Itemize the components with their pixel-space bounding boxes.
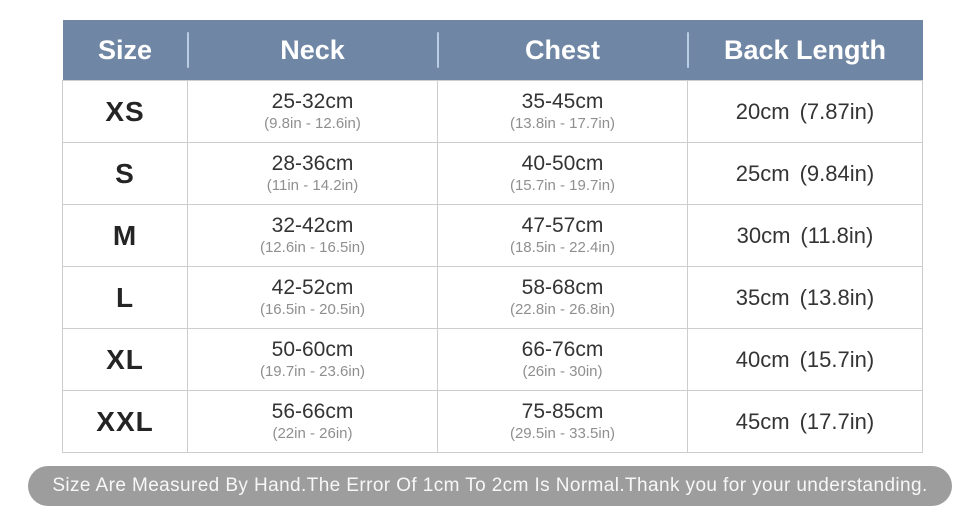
size-cell: XXL (62, 390, 188, 453)
back-in-value: (9.84in) (799, 160, 875, 186)
neck-in-value: (22in - 26in) (272, 425, 353, 443)
neck-cm-value: 28-36cm (271, 151, 354, 175)
table-row: L 42-52cm (16.5in - 20.5in) 58-68cm (22.… (62, 266, 923, 329)
neck-in-value: (11in - 14.2in) (266, 177, 359, 195)
neck-cell: 25-32cm (9.8in - 12.6in) (187, 80, 438, 143)
table-row: XL 50-60cm (19.7in - 23.6in) 66-76cm (26… (62, 328, 923, 391)
chest-cm-value: 47-57cm (521, 213, 604, 237)
header-row: Size Neck Chest Back Length (62, 20, 923, 81)
back-cm-value: 30cm (736, 222, 791, 248)
size-cell: L (62, 266, 188, 329)
col-header-back-length-label: Back Length (723, 34, 887, 65)
neck-cm-value: 50-60cm (271, 337, 354, 361)
chest-cm-value: 66-76cm (521, 337, 604, 361)
chest-in-value: (29.5in - 33.5in) (509, 425, 616, 443)
chest-cm-value: 35-45cm (521, 89, 604, 113)
measurement-note: Size Are Measured By Hand.The Error Of 1… (28, 466, 952, 506)
col-header-size-label: Size (97, 34, 153, 65)
size-cell: M (62, 204, 188, 267)
size-chart-table: Size Neck Chest Back Length XS 25-32cm (… (62, 20, 923, 453)
col-header-chest-label: Chest (524, 34, 600, 65)
chest-cell: 47-57cm (18.5in - 22.4in) (437, 204, 688, 267)
back-cm-value: 40cm (735, 346, 790, 372)
header-divider (186, 32, 189, 68)
neck-cm-value: 32-42cm (271, 213, 354, 237)
chest-cell: 35-45cm (13.8in - 17.7in) (437, 80, 688, 143)
back-length-cell: 30cm (11.8in) (687, 204, 923, 267)
chest-cell: 40-50cm (15.7in - 19.7in) (437, 142, 688, 205)
back-length-cell: 35cm (13.8in) (687, 266, 923, 329)
chest-cell: 58-68cm (22.8in - 26.8in) (437, 266, 688, 329)
col-header-back-length: Back Length (686, 20, 923, 81)
back-cm-value: 35cm (735, 284, 790, 310)
back-in-value: (13.8in) (799, 284, 875, 310)
col-header-chest: Chest (436, 20, 688, 81)
neck-cell: 42-52cm (16.5in - 20.5in) (187, 266, 438, 329)
back-in-value: (7.87in) (799, 98, 875, 124)
chest-in-value: (26in - 30in) (522, 363, 603, 381)
chest-in-value: (13.8in - 17.7in) (509, 115, 616, 133)
size-cell: XS (62, 80, 188, 143)
neck-cell: 32-42cm (12.6in - 16.5in) (187, 204, 438, 267)
back-length-cell: 25cm (9.84in) (687, 142, 923, 205)
size-cell: S (62, 142, 188, 205)
neck-cm-value: 42-52cm (271, 275, 354, 299)
table-row: S 28-36cm (11in - 14.2in) 40-50cm (15.7i… (62, 142, 923, 205)
table-row: M 32-42cm (12.6in - 16.5in) 47-57cm (18.… (62, 204, 923, 267)
table-row: XS 25-32cm (9.8in - 12.6in) 35-45cm (13.… (62, 80, 923, 143)
chest-in-value: (18.5in - 22.4in) (509, 239, 616, 257)
neck-in-value: (12.6in - 16.5in) (259, 239, 366, 257)
table-row: XXL 56-66cm (22in - 26in) 75-85cm (29.5i… (62, 390, 923, 453)
neck-in-value: (9.8in - 12.6in) (264, 115, 361, 133)
neck-cm-value: 56-66cm (271, 399, 354, 423)
back-in-value: (15.7in) (799, 346, 875, 372)
header-divider (436, 32, 439, 68)
back-cm-value: 45cm (735, 408, 790, 434)
back-cm-value: 25cm (735, 160, 790, 186)
chest-cm-value: 75-85cm (521, 399, 604, 423)
neck-in-value: (19.7in - 23.6in) (259, 363, 366, 381)
chest-cell: 66-76cm (26in - 30in) (437, 328, 688, 391)
back-cm-value: 20cm (735, 98, 790, 124)
chest-cell: 75-85cm (29.5in - 33.5in) (437, 390, 688, 453)
chest-in-value: (15.7in - 19.7in) (509, 177, 616, 195)
neck-cell: 28-36cm (11in - 14.2in) (187, 142, 438, 205)
neck-cm-value: 25-32cm (271, 89, 354, 113)
chest-in-value: (22.8in - 26.8in) (509, 301, 616, 319)
chest-cm-value: 58-68cm (521, 275, 604, 299)
back-length-cell: 40cm (15.7in) (687, 328, 923, 391)
back-length-cell: 20cm (7.87in) (687, 80, 923, 143)
back-in-value: (11.8in) (800, 222, 874, 248)
col-header-size: Size (62, 20, 188, 81)
neck-cell: 56-66cm (22in - 26in) (187, 390, 438, 453)
chest-cm-value: 40-50cm (521, 151, 604, 175)
col-header-neck-label: Neck (280, 34, 345, 65)
neck-in-value: (16.5in - 20.5in) (259, 301, 366, 319)
back-in-value: (17.7in) (799, 408, 875, 434)
neck-cell: 50-60cm (19.7in - 23.6in) (187, 328, 438, 391)
back-length-cell: 45cm (17.7in) (687, 390, 923, 453)
size-cell: XL (62, 328, 188, 391)
col-header-neck: Neck (186, 20, 438, 81)
header-divider (686, 32, 689, 68)
